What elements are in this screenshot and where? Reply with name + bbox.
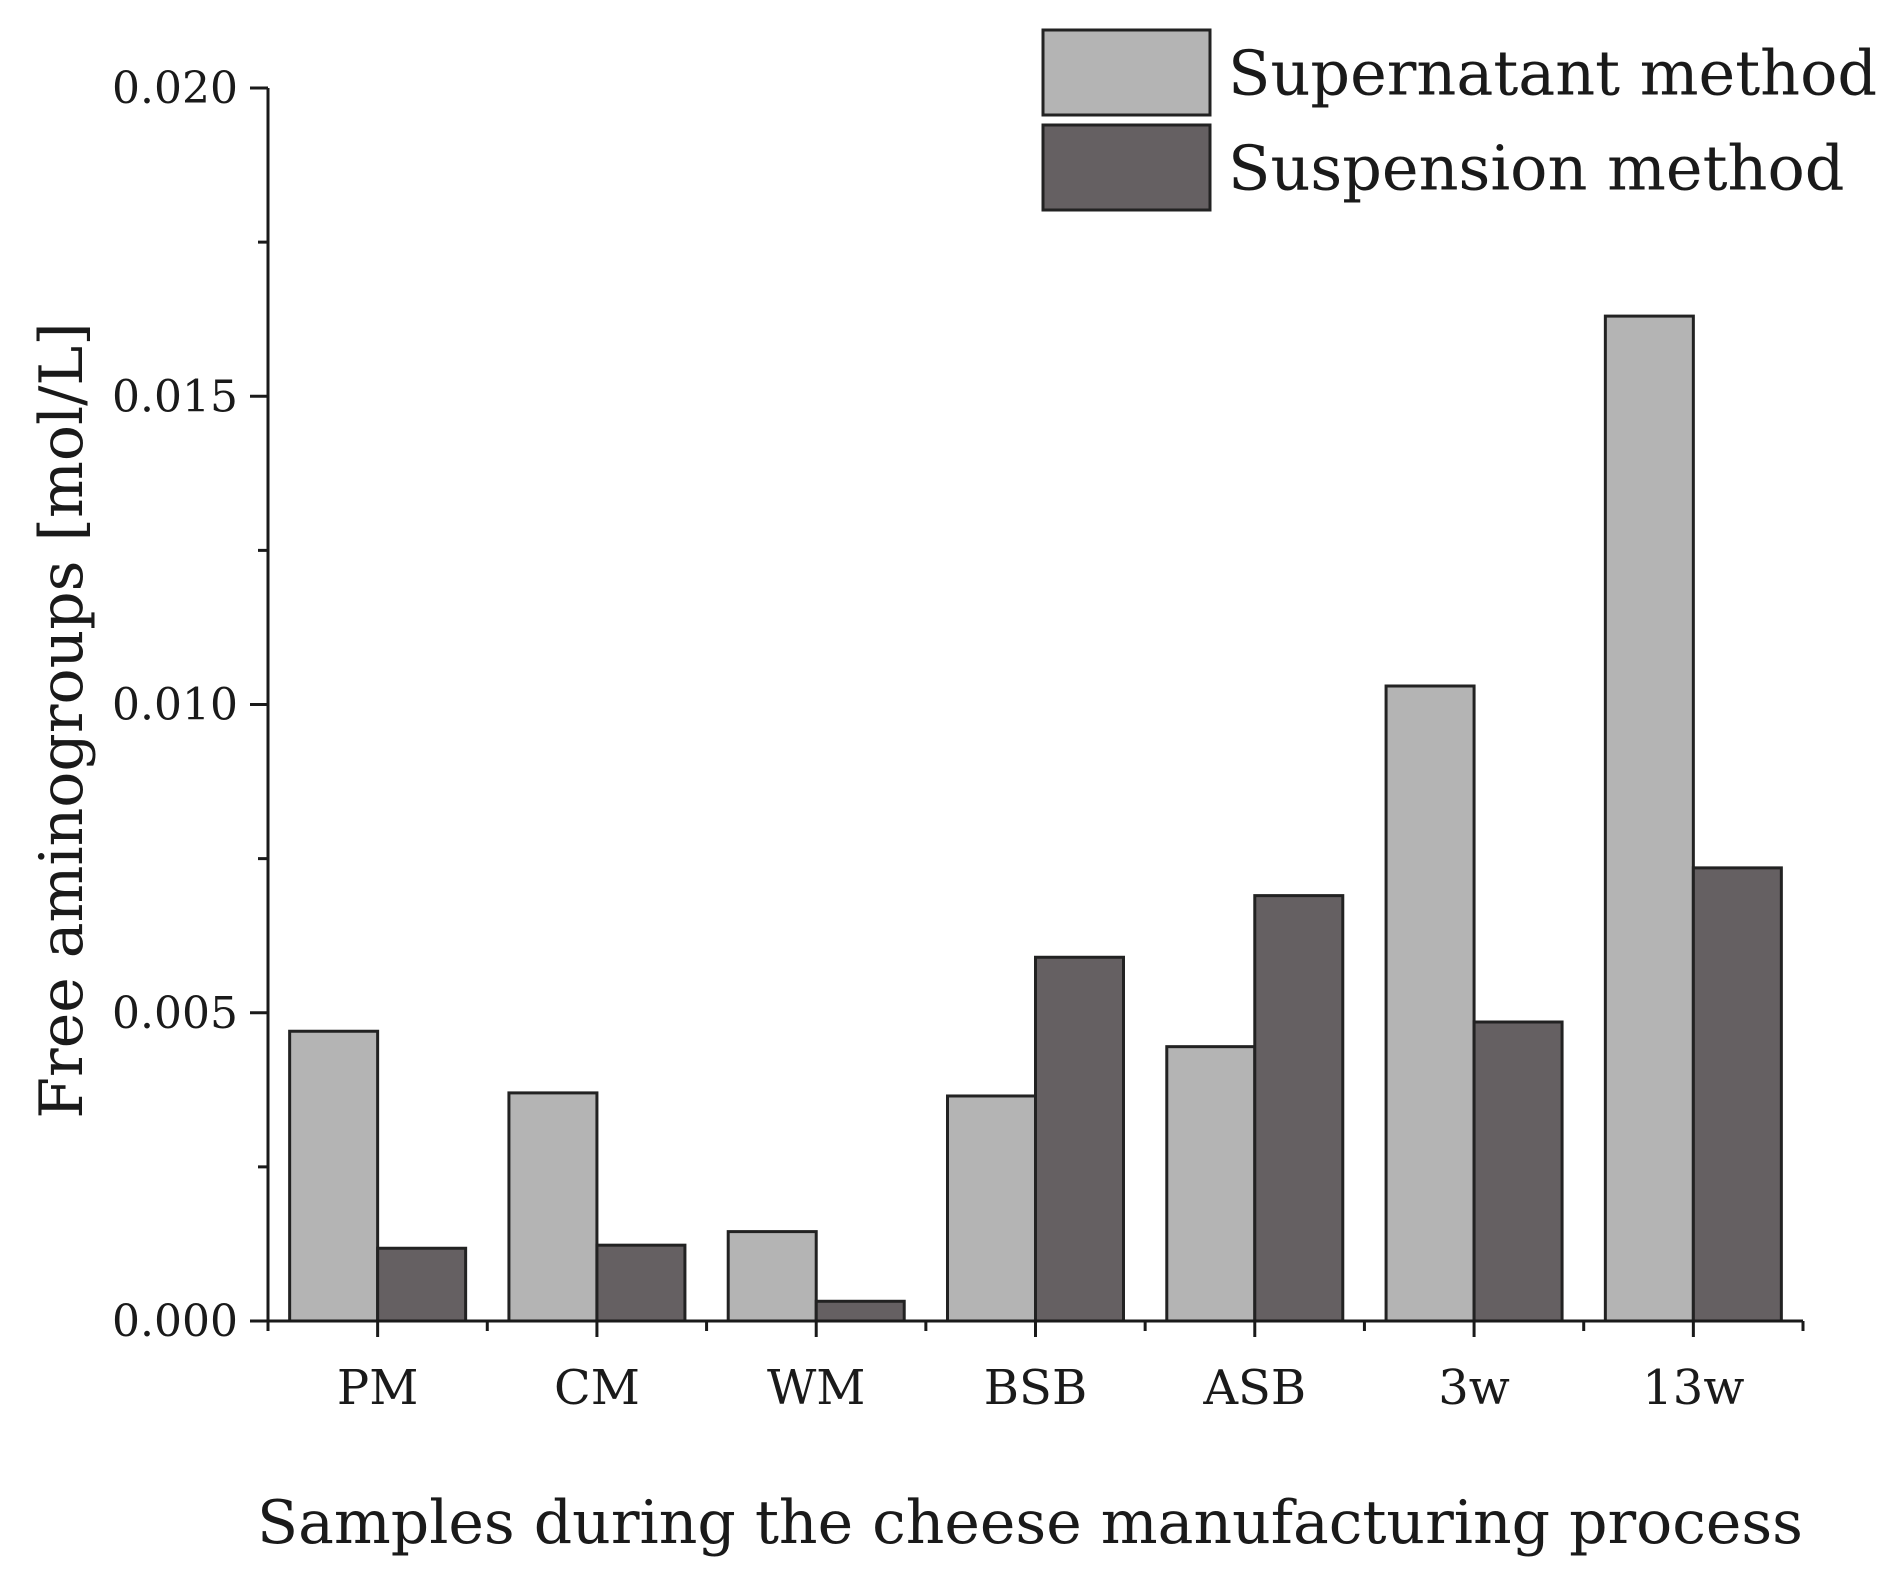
x-tick-label: CM	[554, 1360, 640, 1416]
legend-label-suspension: Suspension method	[1228, 132, 1845, 205]
bar-suspension-bsb	[1034, 955, 1125, 1323]
x-axis-title: Samples during the cheese manufacturing …	[257, 1488, 1803, 1558]
x-tick-label: BSB	[984, 1360, 1087, 1416]
bar-suspension-asb	[1253, 894, 1345, 1323]
bar-suspension-cm	[595, 1243, 687, 1323]
bar-supernatant-3w	[1384, 684, 1476, 1323]
bar-supernatant-cm	[507, 1091, 599, 1323]
bar-supernatant-pm	[288, 1029, 380, 1323]
y-tick-label: 0.015	[112, 371, 238, 422]
bar-suspension-pm	[376, 1246, 468, 1323]
legend-swatch-supernatant	[1041, 28, 1212, 117]
y-ticks-group: 0.000 0.005 0.010 0.015 0.020	[112, 63, 268, 1347]
x-tick-label: WM	[767, 1360, 865, 1416]
bar-suspension-13w	[1691, 866, 1783, 1323]
bar-supernatant-asb	[1165, 1045, 1257, 1323]
bars-group	[288, 314, 1783, 1323]
x-tick-label: 13w	[1642, 1360, 1744, 1416]
legend-swatch-suspension	[1041, 123, 1212, 212]
bar-supernatant-13w	[1603, 314, 1695, 1323]
legend: Supernatant method Suspension method	[1041, 28, 1877, 212]
bar-supernatant-wm	[726, 1230, 818, 1323]
bar-suspension-3w	[1472, 1020, 1564, 1323]
x-tick-label: ASB	[1202, 1360, 1306, 1416]
y-tick-label: 0.020	[112, 63, 238, 114]
x-tick-label: PM	[337, 1360, 418, 1416]
y-tick-label: 0.005	[112, 988, 238, 1039]
y-tick-label: 0.010	[112, 680, 238, 731]
bar-suspension-wm	[814, 1299, 906, 1323]
y-axis-title: Free aminogroups [mol/L]	[27, 322, 97, 1118]
x-tick-label: 3w	[1438, 1360, 1510, 1416]
y-tick-label: 0.000	[112, 1296, 238, 1347]
x-ticks-group: PM CM WM BSB ASB 3w 13w	[266, 1321, 1805, 1416]
legend-label-supernatant: Supernatant method	[1228, 37, 1877, 110]
bar-supernatant-bsb	[946, 1094, 1037, 1323]
